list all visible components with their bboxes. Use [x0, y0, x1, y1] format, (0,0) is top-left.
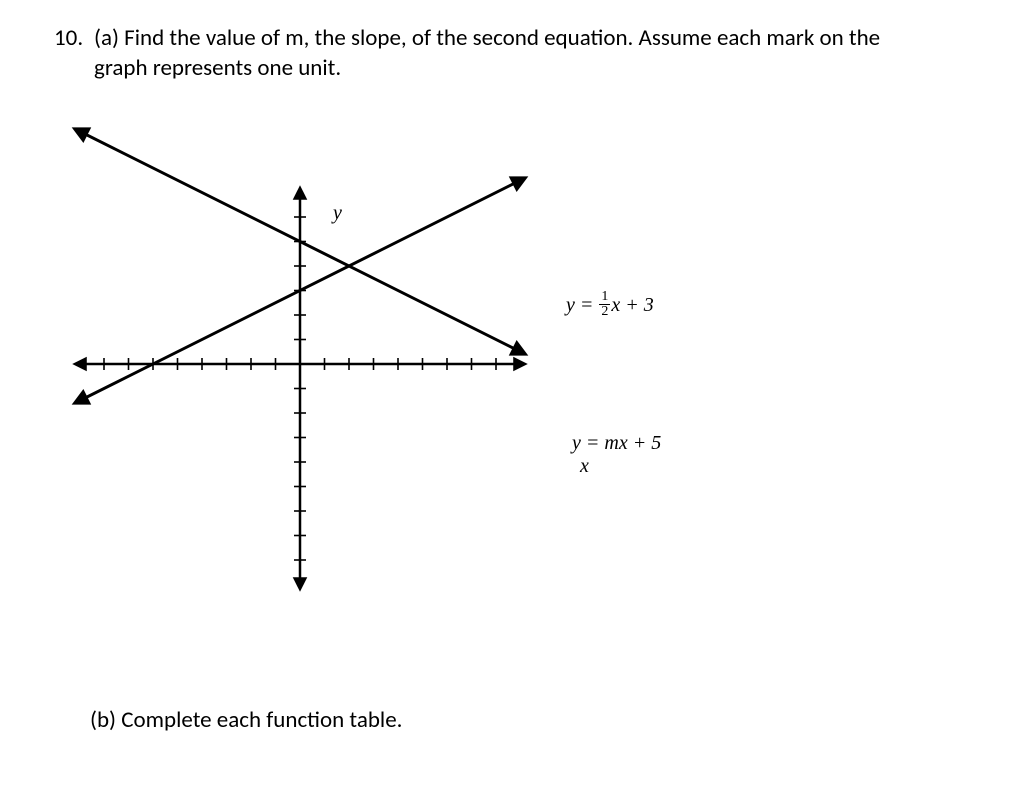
- graph-figure: y = 12x + 3 y = mx + 5 x y: [50, 100, 650, 620]
- part-b-text: Complete each function table.: [121, 706, 402, 734]
- part-a-text: Find the value of m, the slope, of the s…: [94, 24, 880, 82]
- part-b-label: (b): [90, 706, 116, 734]
- page: 10. (a) Find the value of m, the slope, …: [0, 0, 1018, 792]
- question-number: 10.: [54, 24, 83, 52]
- question-part-b: (b) Complete each function table.: [90, 706, 402, 734]
- equation-label-2: y = mx + 5: [572, 432, 661, 455]
- fraction-one-half: 12: [599, 290, 610, 319]
- equation-label-1: y = 12x + 3: [566, 292, 654, 321]
- x-axis-label: x: [580, 455, 589, 478]
- part-a-label: (a): [94, 24, 119, 52]
- fraction-denominator: 2: [599, 305, 610, 319]
- eq1-suffix: x + 3: [611, 294, 653, 316]
- fraction-numerator: 1: [599, 290, 610, 305]
- y-axis-label: y: [333, 202, 342, 225]
- graph-svg: [50, 100, 650, 620]
- question-part-a: (a) Find the value of m, the slope, of t…: [94, 24, 914, 84]
- eq1-prefix: y =: [566, 294, 598, 316]
